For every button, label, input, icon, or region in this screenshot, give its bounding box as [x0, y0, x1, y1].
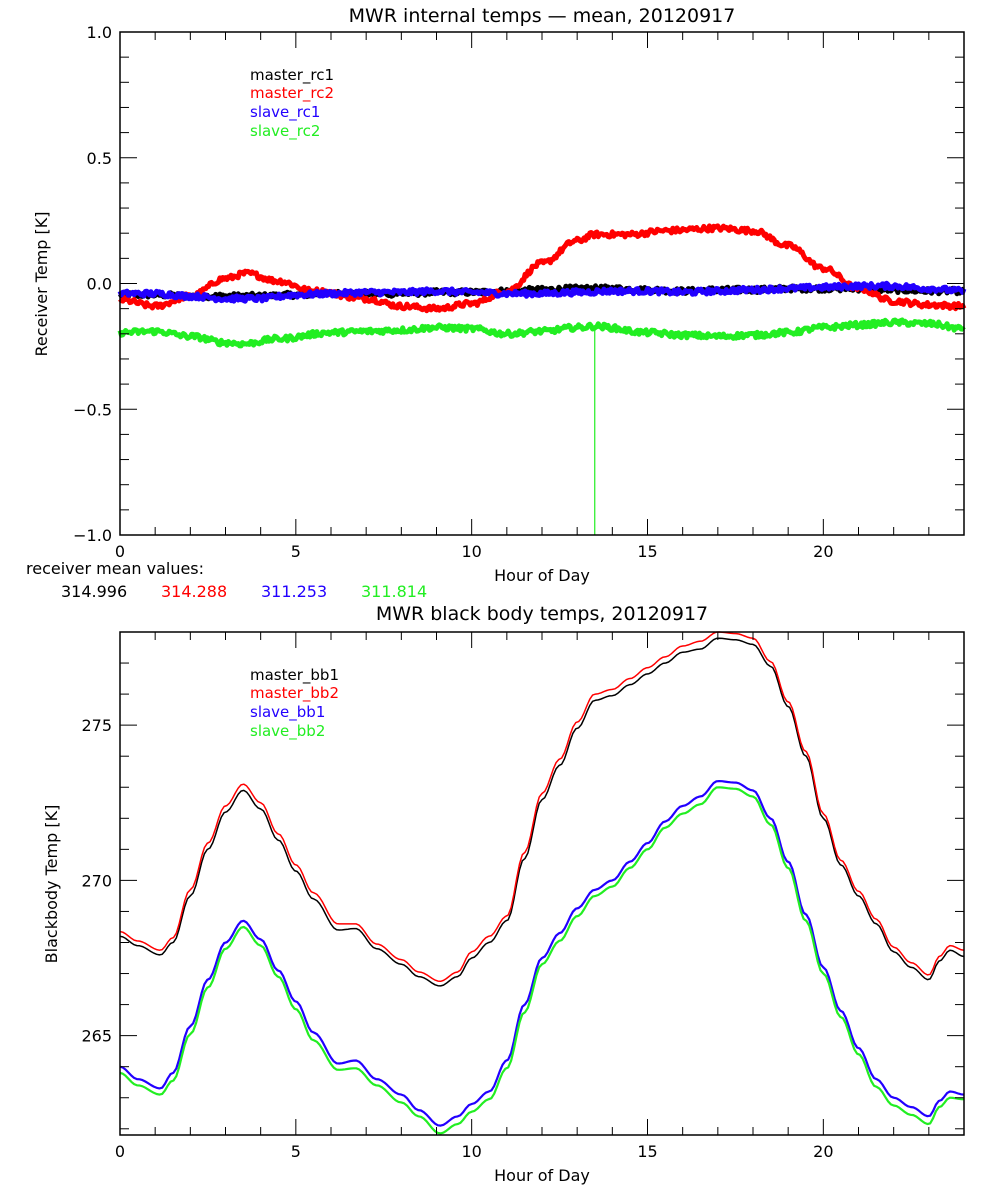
y-axis-label: Blackbody Temp [K]	[42, 805, 61, 964]
ticks-layer: 0 5 10 15 20 265 270 275	[81, 631, 965, 1161]
y-tick-label: 1.0	[87, 23, 112, 42]
x-tick-label: 10	[461, 542, 481, 561]
receiver-mean-annotation: receiver mean values: 314.996 314.288 31…	[26, 559, 427, 601]
x-tick-label: 0	[115, 542, 125, 561]
series-line-master_bb1	[119, 637, 965, 987]
series-line-slave_rc1	[117, 280, 967, 304]
receiver-temps-chart: MWR internal temps — mean, 20120917 0 5 10…	[26, 5, 967, 601]
plot-frame	[119, 631, 965, 1136]
series-line-master_rc2	[118, 223, 967, 314]
mean-value: 314.288	[161, 582, 227, 601]
series-layer	[119, 631, 965, 1135]
mean-value: 314.996	[61, 582, 127, 601]
blackbody-temps-chart: MWR black body temps, 20120917 0 5 10 15 20 2…	[42, 603, 965, 1185]
y-tick-label: −0.5	[73, 400, 112, 419]
y-axis-label: Receiver Temp [K]	[32, 211, 51, 356]
legend-entry: master_rc2	[250, 84, 334, 103]
x-tick-label: 0	[115, 1142, 125, 1161]
y-tick-label: 0.0	[87, 275, 112, 294]
legend: master_rc1 master_rc2 slave_rc1 slave_rc…	[250, 66, 334, 141]
x-tick-label: 15	[637, 542, 657, 561]
x-tick-label: 10	[461, 1142, 481, 1161]
legend-entry: master_bb2	[250, 684, 339, 703]
mean-value: 311.253	[261, 582, 327, 601]
y-tick-label: −1.0	[73, 526, 112, 545]
ticks-layer: 0 5 10 15 20 −1.0 −0.5 0.0 0.5 1.0	[73, 23, 965, 561]
mean-value: 311.814	[361, 582, 427, 601]
series-line-slave_bb1	[119, 779, 965, 1127]
y-tick-label: 0.5	[87, 149, 112, 168]
x-tick-label: 20	[813, 1142, 833, 1161]
legend-entry: master_bb1	[250, 666, 339, 685]
legend-entry: slave_rc2	[250, 122, 320, 141]
y-tick-label: 265	[81, 1027, 112, 1046]
legend: master_bb1 master_bb2 slave_bb1 slave_bb…	[250, 666, 339, 741]
series-line-slave_bb2	[119, 786, 965, 1135]
x-tick-label: 15	[637, 1142, 657, 1161]
legend-entry: slave_bb2	[250, 722, 325, 741]
x-tick-label: 20	[813, 542, 833, 561]
legend-entry: slave_rc1	[250, 103, 320, 122]
x-axis-label: Hour of Day	[494, 1166, 590, 1185]
x-tick-label: 5	[291, 542, 301, 561]
x-axis-label: Hour of Day	[494, 566, 590, 585]
y-tick-label: 275	[81, 716, 112, 735]
chart-title: MWR internal temps — mean, 20120917	[349, 5, 736, 27]
x-tick-label: 5	[291, 1142, 301, 1161]
mean-values-label: receiver mean values:	[26, 559, 204, 578]
series-layer	[117, 223, 967, 535]
y-tick-label: 270	[81, 871, 112, 890]
series-line-slave_rc2	[117, 317, 966, 349]
legend-entry: master_rc1	[250, 66, 334, 85]
series-line-master_bb2	[119, 631, 965, 983]
chart-title: MWR black body temps, 20120917	[376, 603, 708, 625]
legend-entry: slave_bb1	[250, 703, 325, 722]
